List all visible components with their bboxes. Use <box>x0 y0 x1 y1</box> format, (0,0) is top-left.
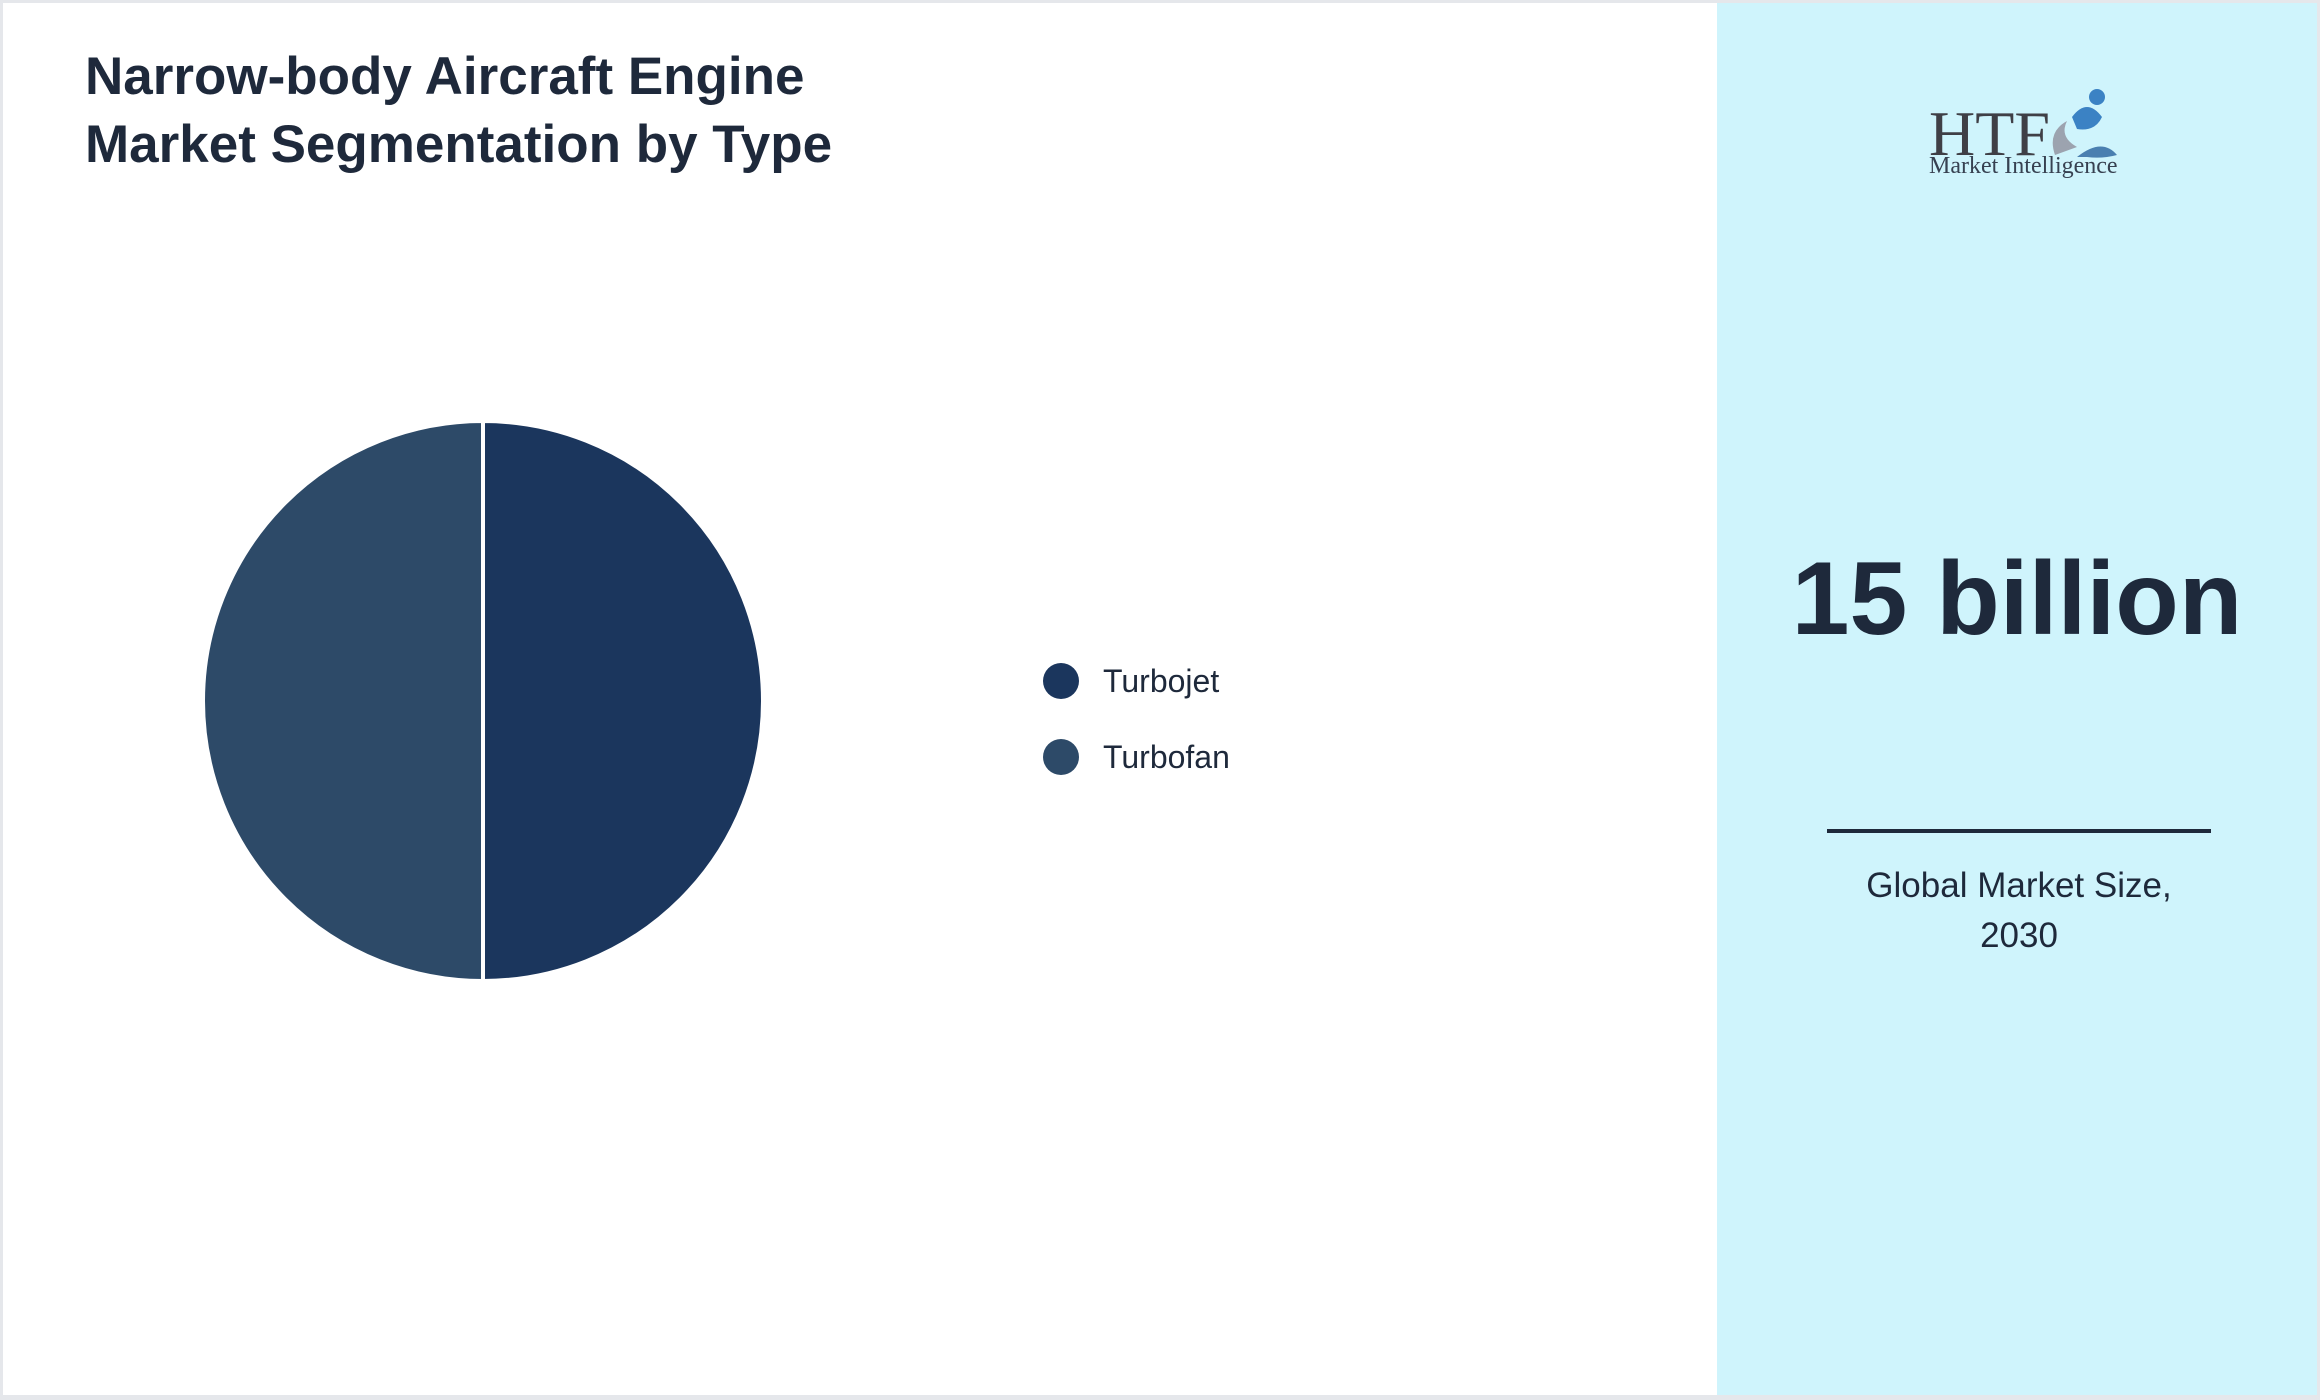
pie-chart <box>201 418 765 984</box>
legend-swatch <box>1043 739 1079 775</box>
pie-slice-turbofan <box>201 418 485 984</box>
legend-label: Turbojet <box>1103 662 1220 699</box>
legend-item-turbojet: Turbojet <box>1043 643 1230 719</box>
chart-panel: Narrow-body Aircraft Engine Market Segme… <box>3 3 1717 1395</box>
legend-item-turbofan: Turbofan <box>1043 719 1230 795</box>
legend-swatch <box>1043 663 1079 699</box>
logo-figure-icon <box>2072 107 2102 130</box>
logo-caption: Market Intelligence <box>1929 153 2118 179</box>
logo-swirl-icon <box>2052 121 2077 155</box>
market-size-panel: HTF Market Intelligence 15 billion Globa… <box>1717 3 2317 1395</box>
logo-dot-icon <box>2089 89 2105 105</box>
logo-wave-icon <box>2077 146 2117 158</box>
divider <box>1827 829 2211 833</box>
legend-label: Turbofan <box>1103 738 1230 775</box>
market-size-value: 15 billion <box>1791 541 2243 657</box>
chart-title: Narrow-body Aircraft Engine Market Segme… <box>85 47 833 174</box>
chart-legend: Turbojet Turbofan <box>1043 643 1230 795</box>
pie-slice-turbojet <box>481 418 765 984</box>
htf-logo: HTF <box>1929 89 2117 169</box>
market-size-caption: Global Market Size, 2030 <box>1866 866 2172 955</box>
frame: Narrow-body Aircraft Engine Market Segme… <box>3 3 2317 1395</box>
pie-chart-container <box>183 401 783 1001</box>
logo-brand: HTF <box>1929 98 2050 169</box>
